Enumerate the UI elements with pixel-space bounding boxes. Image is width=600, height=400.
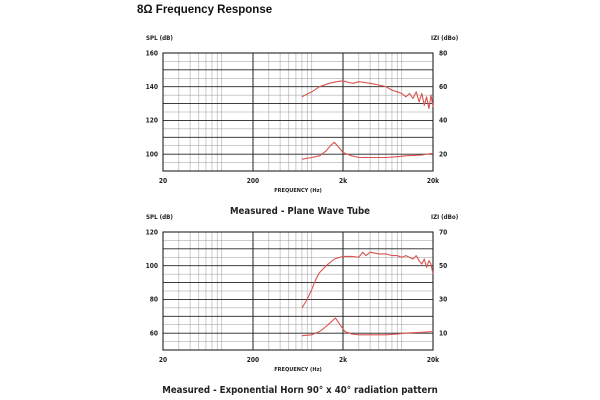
x-tick-label: 20	[159, 356, 167, 364]
y-tick-label: 160	[146, 49, 158, 57]
series-line-2	[301, 317, 434, 337]
x-tick-label: 2k	[339, 177, 348, 185]
y2-tick-label: 70	[439, 228, 447, 236]
plot-frame	[162, 52, 434, 172]
y-axis-label: SPL (dB)	[146, 35, 173, 42]
x-tick-label: 20	[159, 177, 167, 185]
y2-tick-label: 40	[439, 117, 447, 125]
chart-1: 100 120 140 160 20 40 60 80 20 200 2k 20k SPL (dB) IZ…	[146, 35, 459, 217]
y-tick-label: 120	[146, 228, 158, 236]
y2-tick-label: 20	[439, 150, 447, 158]
y2-tick-label: 10	[439, 329, 447, 337]
y2-tick-label: 60	[439, 83, 447, 91]
plot-frame	[162, 231, 434, 351]
y2-tick-label: 30	[439, 296, 447, 304]
series-line-2	[301, 141, 434, 160]
y-tick-label: 60	[150, 329, 158, 337]
chart-2: 60 80 100 120 10 30 50 70 20 200 2k 20k SPL (dB) IZI …	[146, 214, 459, 396]
y2-axis-label: IZI (dBo)	[431, 214, 459, 221]
x-tick-label: 20k	[427, 356, 440, 364]
y-tick-label: 140	[146, 83, 158, 91]
y2-tick-label: 50	[439, 262, 447, 270]
y2-axis-label: IZI (dBo)	[431, 35, 459, 42]
chart-caption: Measured - Plane Wave Tube	[230, 206, 370, 217]
chart-caption: Measured - Exponential Horn 90° x 40° ra…	[162, 385, 438, 396]
x-tick-label: 2k	[339, 356, 348, 364]
series-line-1	[301, 80, 434, 110]
y-tick-label: 120	[146, 117, 158, 125]
y-tick-label: 100	[146, 262, 158, 270]
y-axis-label: SPL (dB)	[146, 214, 173, 221]
x-tick-label: 20k	[427, 177, 440, 185]
series-line-1	[301, 251, 434, 309]
x-tick-label: 200	[247, 177, 259, 185]
y-tick-label: 100	[146, 150, 158, 158]
x-axis-label: FREQUENCY (Hz)	[274, 367, 322, 373]
y-tick-label: 80	[150, 296, 158, 304]
x-tick-label: 200	[247, 356, 259, 364]
x-axis-label: FREQUENCY (Hz)	[274, 188, 322, 194]
y2-tick-label: 80	[439, 49, 447, 57]
page-title: 8Ω Frequency Response	[137, 4, 273, 16]
